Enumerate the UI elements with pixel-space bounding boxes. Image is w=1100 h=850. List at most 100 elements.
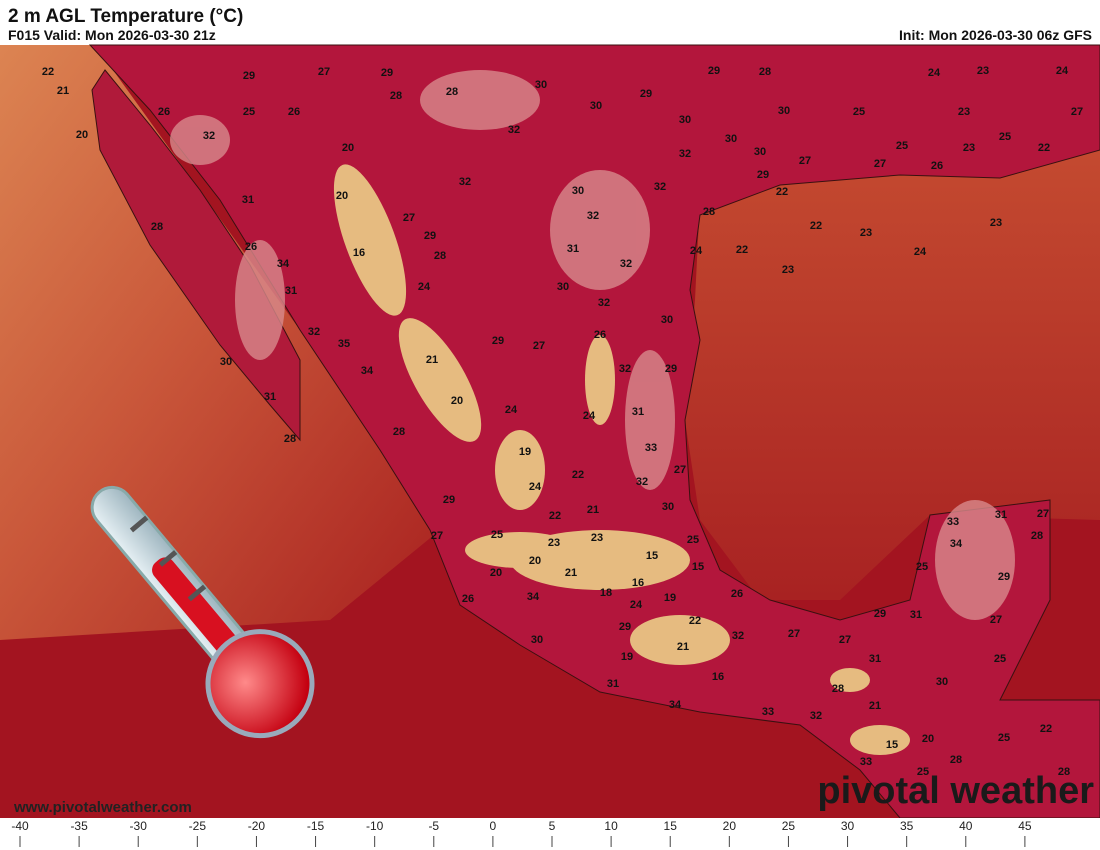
temperature-label: 24 [583, 410, 596, 422]
temperature-label: 25 [853, 106, 865, 118]
temperature-label: 27 [403, 212, 415, 224]
temperature-label: 21 [565, 567, 577, 579]
temperature-label: 15 [886, 739, 898, 751]
temperature-label: 30 [754, 146, 766, 158]
temperature-label: 19 [664, 592, 676, 604]
colorbar-tick-label: 10 [604, 819, 618, 833]
colorbar-tick-label: -5 [428, 819, 439, 833]
temperature-label: 30 [661, 314, 673, 326]
temperature-label: 35 [338, 338, 350, 350]
temperature-label: 30 [725, 133, 737, 145]
temperature-label: 19 [519, 446, 531, 458]
temperature-label: 32 [654, 181, 666, 193]
temperature-label: 23 [958, 106, 970, 118]
temperature-label: 23 [990, 217, 1002, 229]
temperature-label: 20 [76, 129, 88, 141]
temperature-label: 26 [731, 588, 743, 600]
temperature-label: 21 [587, 504, 599, 516]
colorbar-tick-label: -15 [307, 819, 325, 833]
temperature-label: 27 [1071, 106, 1083, 118]
temperature-label: 33 [645, 442, 657, 454]
temperature-label: 30 [535, 79, 547, 91]
temperature-label: 28 [1058, 766, 1070, 778]
temperature-label: 25 [917, 766, 929, 778]
temperature-label: 21 [426, 354, 438, 366]
temperature-label: 25 [687, 534, 699, 546]
temperature-label: 33 [762, 706, 774, 718]
temperature-label: 28 [1031, 530, 1043, 542]
temperature-label: 29 [874, 608, 886, 620]
temperature-label: 20 [336, 190, 348, 202]
temperature-label: 15 [646, 550, 658, 562]
init-time: Init: Mon 2026-03-30 06z GFS [899, 27, 1092, 43]
temperature-label: 28 [434, 250, 446, 262]
temperature-label: 23 [548, 537, 560, 549]
temperature-label: 34 [527, 591, 540, 603]
temperature-label: 29 [757, 169, 769, 181]
colorbar-tick-label: 40 [959, 819, 973, 833]
temperature-label: 20 [490, 567, 502, 579]
temperature-label: 20 [529, 555, 541, 567]
temperature-label: 22 [776, 186, 788, 198]
temperature-label: 31 [869, 653, 881, 665]
temperature-label: 21 [869, 700, 881, 712]
temperature-label: 31 [285, 285, 297, 297]
temperature-label: 27 [318, 66, 330, 78]
temperature-label: 22 [689, 615, 701, 627]
colorbar-tick-label: 30 [841, 819, 855, 833]
temperature-label: 34 [669, 699, 682, 711]
colorbar-tick-label: 35 [900, 819, 914, 833]
temperature-label: 28 [950, 754, 962, 766]
temperature-label: 34 [950, 538, 963, 550]
website: www.pivotalweather.com [13, 799, 192, 816]
temperature-label: 25 [998, 732, 1010, 744]
temperature-label: 31 [242, 194, 254, 206]
temperature-label: 25 [896, 140, 908, 152]
temperature-label: 30 [220, 356, 232, 368]
temperature-label: 34 [277, 258, 290, 270]
temperature-label: 25 [491, 529, 503, 541]
temperature-label: 32 [587, 210, 599, 222]
temperature-label: 16 [712, 671, 724, 683]
temperature-label: 26 [288, 106, 300, 118]
colorbar-tick-label: 45 [1018, 819, 1032, 833]
temperature-label: 33 [947, 516, 959, 528]
temperature-label: 21 [57, 85, 69, 97]
colorbar-panel [0, 818, 1100, 850]
temperature-label: 27 [874, 158, 886, 170]
temperature-label: 21 [677, 641, 689, 653]
temperature-label: 33 [860, 756, 872, 768]
temperature-label: 23 [591, 532, 603, 544]
temperature-label: 32 [619, 363, 631, 375]
temperature-label: 32 [810, 710, 822, 722]
temperature-label: 24 [914, 246, 927, 258]
temperature-label: 31 [632, 406, 644, 418]
logo: pivotal weather [817, 770, 1094, 812]
temperature-label: 29 [665, 363, 677, 375]
temperature-label: 25 [994, 653, 1006, 665]
temperature-label: 19 [621, 651, 633, 663]
temperature-label: 28 [446, 86, 458, 98]
colorbar-tick-label: -35 [70, 819, 88, 833]
temperature-label: 29 [381, 67, 393, 79]
temperature-label: 27 [533, 340, 545, 352]
temperature-label: 28 [759, 66, 771, 78]
temperature-label: 28 [390, 90, 402, 102]
colorbar-tick-label: -20 [248, 819, 266, 833]
colorbar-tick-label: 0 [490, 819, 497, 833]
temperature-label: 31 [995, 509, 1007, 521]
temperature-label: 32 [620, 258, 632, 270]
temperature-label: 32 [598, 297, 610, 309]
temperature-label: 31 [607, 678, 619, 690]
temperature-label: 22 [736, 244, 748, 256]
temperature-label: 29 [619, 621, 631, 633]
temperature-label: 28 [703, 206, 715, 218]
temperature-label: 29 [443, 494, 455, 506]
temperature-label: 32 [679, 148, 691, 160]
temperature-label: 25 [999, 131, 1011, 143]
temperature-label: 16 [353, 247, 365, 259]
temperature-label: 30 [936, 676, 948, 688]
temperature-label: 28 [832, 683, 844, 695]
